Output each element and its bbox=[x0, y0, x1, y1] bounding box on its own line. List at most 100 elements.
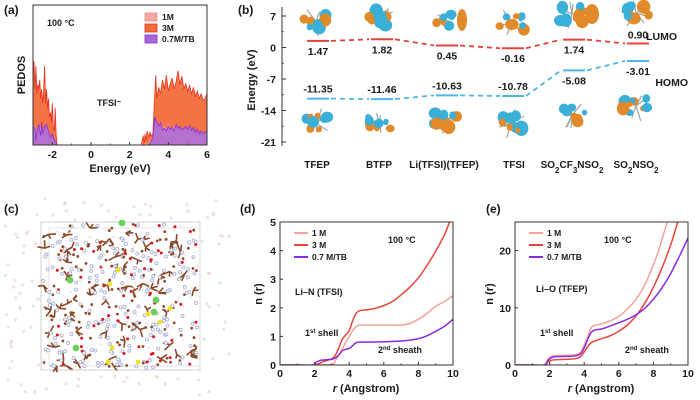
orbital-lobe-negative bbox=[504, 14, 511, 21]
atom-o bbox=[194, 320, 198, 324]
bond bbox=[156, 355, 162, 360]
lumo-connector bbox=[525, 38, 562, 50]
atom-c bbox=[192, 228, 196, 232]
atom-f bbox=[136, 304, 141, 309]
orbital-lobe-negative bbox=[314, 20, 323, 30]
lumo-connector bbox=[459, 44, 501, 50]
orbital-isosurface bbox=[364, 3, 393, 32]
atom-c bbox=[97, 322, 100, 326]
y-tick-label: 0 bbox=[505, 360, 511, 372]
x-tick-label: 4 bbox=[346, 368, 352, 380]
atom-f bbox=[180, 250, 185, 255]
atom-c bbox=[74, 265, 78, 269]
bond bbox=[161, 308, 168, 314]
atom-f bbox=[66, 341, 71, 345]
bond bbox=[113, 365, 118, 371]
ghost-atom bbox=[106, 209, 110, 213]
y-tick-label: 2 bbox=[270, 303, 276, 315]
orbital-lobe-negative bbox=[581, 109, 588, 116]
atom-c bbox=[141, 345, 145, 348]
x-tick-label: 2 bbox=[127, 149, 133, 161]
atom-c bbox=[116, 312, 119, 316]
ghost-atom bbox=[12, 285, 16, 289]
atom-c bbox=[87, 280, 91, 284]
atom-f bbox=[190, 321, 195, 326]
atom-h bbox=[154, 365, 157, 368]
atom-f bbox=[69, 237, 74, 242]
atom-o bbox=[129, 289, 133, 293]
bond bbox=[72, 294, 78, 300]
atom-f bbox=[50, 243, 55, 248]
bond bbox=[105, 238, 110, 243]
subscript: 2 bbox=[555, 166, 560, 175]
atom-f bbox=[94, 320, 98, 325]
atom-c bbox=[86, 354, 90, 357]
simulation-box bbox=[40, 221, 201, 371]
orbital-lobe-positive bbox=[573, 113, 583, 123]
panel-d-pair-label: Li–N (TFSI) bbox=[295, 287, 343, 297]
bond bbox=[46, 344, 55, 348]
atom-h bbox=[192, 256, 196, 259]
atom-c bbox=[163, 230, 167, 233]
atom-f bbox=[151, 322, 156, 327]
orbital-lobe-positive bbox=[573, 8, 585, 22]
atom-f bbox=[123, 241, 128, 246]
orbital-lobe-negative bbox=[560, 13, 572, 28]
bond bbox=[100, 240, 107, 244]
molecule-bond bbox=[631, 105, 637, 118]
atom-f bbox=[182, 285, 187, 289]
bond bbox=[66, 299, 69, 304]
orbital-lobe-negative bbox=[504, 112, 518, 124]
pedos-area-3m-seg0 bbox=[32, 61, 58, 146]
bond bbox=[132, 291, 136, 298]
atom-f bbox=[59, 333, 64, 338]
bond bbox=[45, 309, 52, 317]
atom-o bbox=[79, 275, 83, 279]
ghost-atom bbox=[3, 224, 8, 228]
atom-f bbox=[132, 310, 137, 314]
atom-f bbox=[150, 327, 155, 332]
atom-c bbox=[123, 265, 127, 269]
atom-f bbox=[74, 287, 78, 292]
atom-f bbox=[67, 319, 72, 324]
label-text: CF bbox=[559, 160, 572, 171]
ghost-atom bbox=[202, 337, 206, 341]
bond bbox=[77, 363, 82, 369]
legend-homo: HOMO bbox=[655, 77, 688, 89]
bond bbox=[133, 322, 137, 329]
orbital-lobe-negative bbox=[373, 10, 388, 25]
orbital-lobe-positive bbox=[506, 123, 513, 131]
atom-f bbox=[178, 270, 183, 275]
bond bbox=[122, 265, 125, 273]
bond bbox=[109, 355, 117, 360]
bond bbox=[114, 251, 120, 258]
atom-o bbox=[149, 352, 153, 356]
atom-c bbox=[130, 299, 134, 303]
atom-c bbox=[63, 322, 67, 325]
atom-f bbox=[45, 267, 50, 272]
atom-f bbox=[47, 303, 52, 307]
atom-o bbox=[179, 302, 183, 306]
atom-f bbox=[154, 322, 159, 327]
orbital-lobe-positive bbox=[385, 124, 395, 133]
shell2-rest: sheath bbox=[637, 345, 669, 355]
bond bbox=[175, 354, 178, 359]
shell1-sup: st bbox=[310, 329, 315, 335]
atom-o bbox=[55, 268, 59, 272]
atom-h bbox=[43, 363, 46, 367]
ghost-atom bbox=[113, 374, 117, 378]
bond bbox=[105, 300, 110, 306]
ghost-atom bbox=[77, 377, 81, 381]
ghost-atom bbox=[186, 209, 190, 213]
atom-h bbox=[123, 334, 126, 338]
bond bbox=[144, 242, 152, 249]
series-line-07mtb bbox=[515, 237, 688, 365]
atom-f bbox=[162, 315, 167, 320]
atom-h bbox=[190, 287, 193, 290]
y-tick-label: -21 bbox=[261, 137, 276, 149]
atom-f bbox=[94, 273, 99, 278]
pedos-area-07mtb-seg0 bbox=[32, 121, 58, 146]
atom-o bbox=[128, 257, 132, 261]
y-tick-label: 3 bbox=[270, 274, 276, 286]
atom-c bbox=[141, 361, 145, 365]
